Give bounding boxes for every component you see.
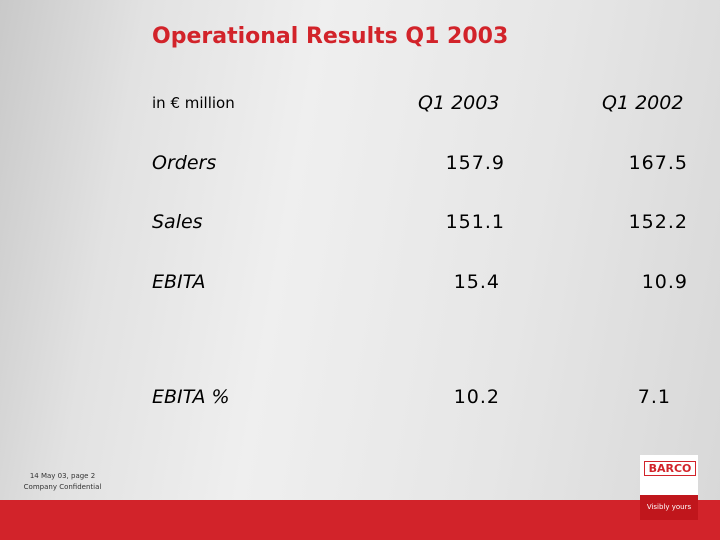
cell: 7.1 (637, 386, 671, 408)
row-label: EBITA % (152, 386, 230, 408)
cell: 10.2 (453, 386, 500, 408)
footer-date: 14 May 03, page 2 (29, 472, 96, 480)
cell: 10.9 (641, 271, 688, 293)
cell: 157.9 (445, 152, 505, 174)
unit-label: in € million (152, 94, 235, 112)
cell: 15.4 (453, 271, 500, 293)
logo: BARCO Visibly yours (640, 455, 698, 520)
column-header: Q1 2003 (418, 92, 500, 114)
cell: 167.5 (628, 152, 688, 174)
cell: 152.2 (628, 211, 688, 233)
logo-name: BARCO (644, 461, 696, 476)
logo-tagline: Visibly yours (646, 503, 692, 511)
row-label: Sales (152, 211, 203, 233)
row-label: Orders (152, 152, 217, 174)
title: Operational Results Q1 2003 (152, 24, 509, 49)
cell: 151.1 (445, 211, 505, 233)
logo-band (640, 495, 698, 520)
footer-confidential: Company Confidential (23, 483, 102, 491)
row-label: EBITA (152, 271, 206, 293)
footer-bar (0, 500, 720, 540)
column-header: Q1 2002 (602, 92, 684, 114)
